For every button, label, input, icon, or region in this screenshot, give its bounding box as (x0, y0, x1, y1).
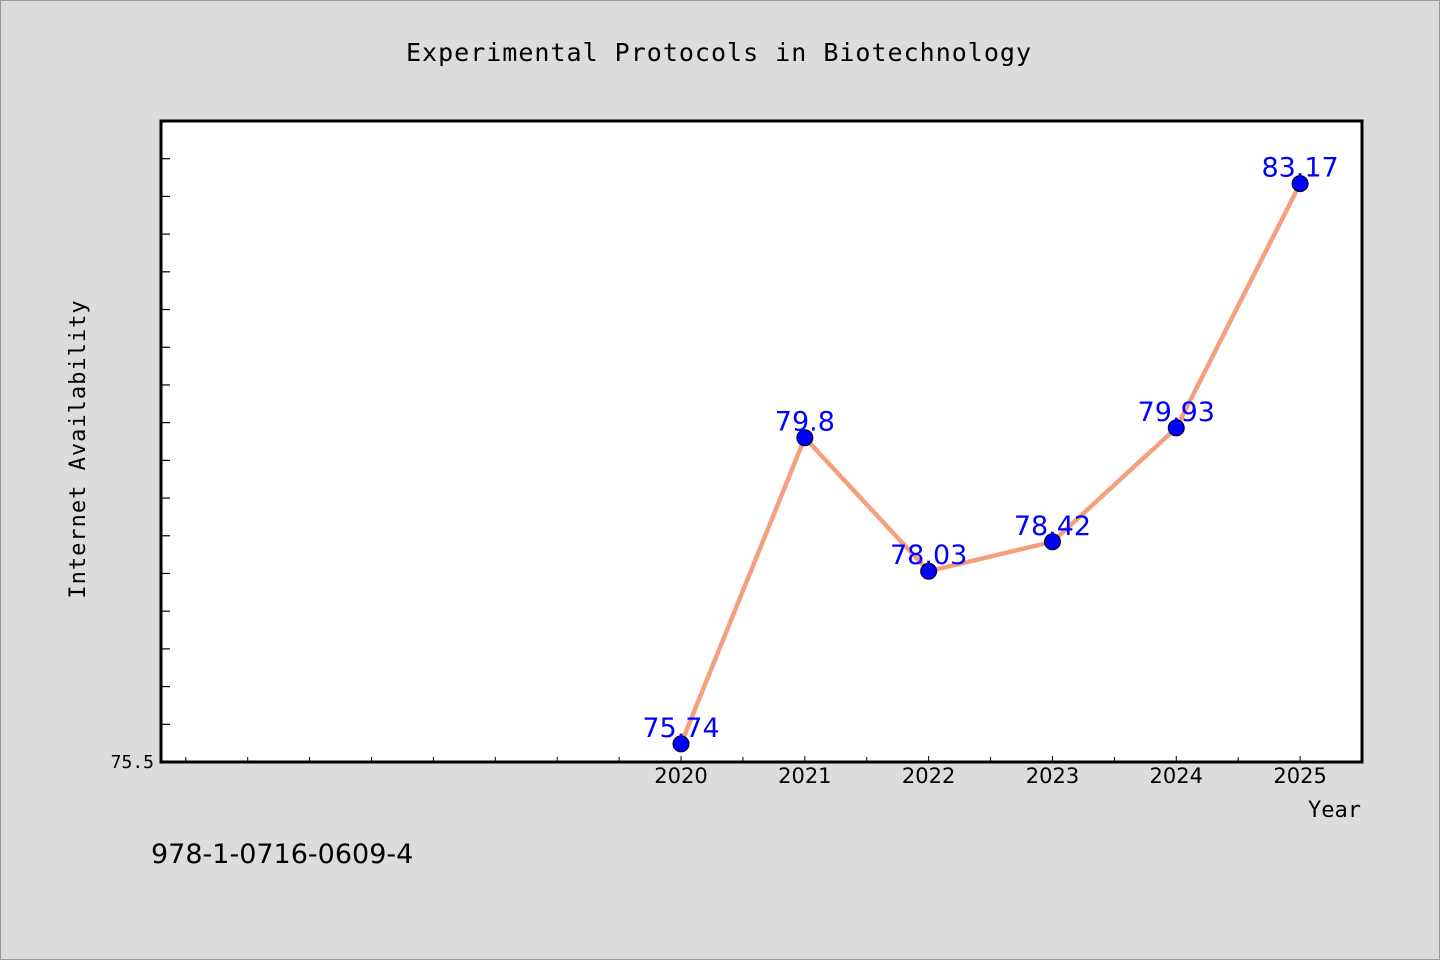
series-layer (672, 175, 1309, 753)
data-label: 83.17 (1261, 153, 1338, 184)
y-axis-ticks (161, 120, 170, 763)
data-point (796, 429, 814, 447)
x-tick-label: 2025 (1273, 764, 1326, 788)
x-axis-label: Year (1308, 798, 1361, 823)
y-axis-label: Internet Availability (66, 299, 91, 598)
x-tick-label: 2020 (654, 764, 707, 788)
data-label: 78.03 (890, 540, 967, 571)
data-point (1167, 419, 1185, 437)
data-point (920, 562, 938, 580)
data-label: 75.74 (642, 713, 719, 744)
y-tick-label: 75.5 (111, 752, 154, 773)
x-tick-label: 2023 (1026, 764, 1079, 788)
data-point (672, 735, 690, 753)
data-point (1291, 175, 1309, 193)
x-axis-tick-labels: 2020 2021 2022 2023 2024 2025 (654, 764, 1327, 788)
data-label: 79.8 (775, 407, 835, 438)
x-tick-label: 2021 (778, 764, 831, 788)
plot-area (159, 119, 1364, 764)
x-tick-label: 2024 (1150, 764, 1203, 788)
y-axis-tick-labels: 75.5 (111, 752, 154, 773)
x-tick-label: 2022 (902, 764, 955, 788)
data-label: 79.93 (1138, 397, 1215, 428)
data-point (1043, 533, 1061, 551)
data-label: 78.42 (1014, 511, 1091, 542)
chart-title: Experimental Protocols in Biotechnology (406, 38, 1032, 67)
series-line (678, 181, 1303, 747)
x-axis-minor-ticks (185, 756, 1363, 762)
isbn-text: 978-1-0716-0609-4 (151, 839, 413, 870)
data-label-layer: 75.74 79.8 78.03 78.42 79.93 83.17 (642, 153, 1338, 744)
